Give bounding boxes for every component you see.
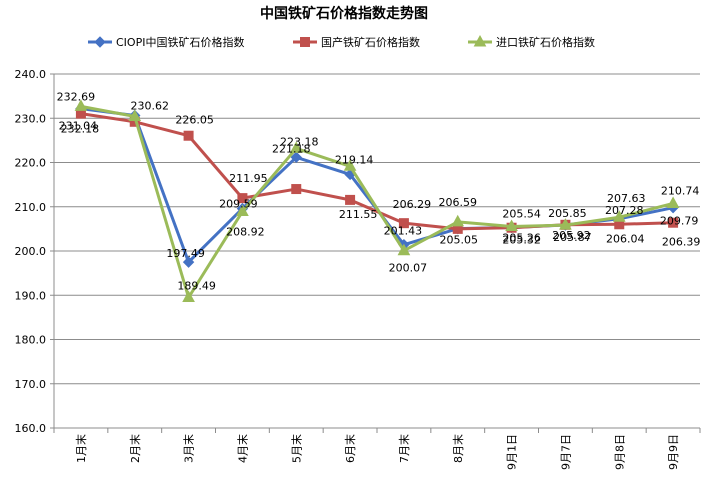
data-label: 201.43 — [384, 225, 423, 238]
x-tick-label: 1月末 — [74, 434, 88, 463]
data-label: 210.74 — [661, 184, 700, 197]
data-label: 232.69 — [57, 90, 96, 103]
data-label: 197.49 — [166, 247, 205, 260]
data-label: 223.18 — [280, 135, 319, 148]
data-point — [300, 37, 310, 47]
data-point — [612, 210, 626, 222]
data-label: 232.18 — [61, 123, 100, 136]
x-tick-label: 7月末 — [397, 434, 411, 463]
y-tick-label: 160.0 — [15, 422, 47, 435]
data-point — [237, 193, 248, 204]
data-label: 211.95 — [229, 172, 268, 185]
data-point — [74, 99, 88, 111]
x-tick-label: 9月7日 — [559, 434, 572, 470]
data-label: 231.04 — [59, 120, 98, 133]
x-tick-label: 4月末 — [235, 434, 249, 463]
data-label: 205.92 — [552, 229, 591, 242]
data-point — [343, 159, 357, 171]
data-point — [94, 36, 106, 48]
data-label: 211.55 — [339, 208, 378, 221]
data-labels-series-3: 232.69 189.49 208.92 223.18 219.14 200.07 206.… — [57, 90, 700, 292]
data-point — [290, 151, 302, 163]
x-tick-label: 6月末 — [343, 434, 357, 463]
data-label: 205.05 — [440, 234, 479, 247]
x-tick-label: 3月末 — [182, 434, 196, 463]
data-label: 206.39 — [662, 236, 701, 249]
x-tick-label: 2月末 — [128, 434, 142, 463]
data-point — [473, 34, 487, 47]
data-label: 205.54 — [502, 207, 541, 220]
legend: CIOPI中国铁矿石价格指数 国产铁矿石价格指数 进口铁矿石价格指数 — [88, 34, 595, 49]
y-tick-label: 190.0 — [15, 289, 47, 302]
y-tick-label: 170.0 — [15, 378, 47, 391]
data-point — [291, 184, 302, 195]
data-point — [182, 256, 195, 268]
data-point — [397, 243, 411, 256]
data-label: 207.28 — [605, 204, 644, 217]
data-point — [398, 218, 409, 229]
data-label: 200.07 — [389, 262, 428, 275]
y-tick-label: 200.0 — [15, 245, 47, 258]
legend-item: 国产铁矿石价格指数 — [293, 35, 420, 49]
legend-item: 进口铁矿石价格指数 — [468, 34, 595, 49]
data-point — [236, 204, 249, 217]
data-point — [289, 141, 303, 153]
data-label: 230.62 — [131, 100, 170, 113]
data-label: 205.87 — [553, 231, 592, 244]
data-label: 206.04 — [606, 232, 645, 245]
legend-label: 国产铁矿石价格指数 — [321, 35, 420, 49]
data-label: 206.59 — [439, 196, 478, 209]
data-label: 206.29 — [393, 198, 432, 211]
data-label: 205.26 — [502, 232, 541, 245]
chart-title: 中国铁矿石价格指数走势图 — [260, 5, 428, 22]
data-label: 221.18 — [272, 142, 311, 155]
data-label: 226.05 — [175, 114, 214, 127]
data-label: 189.49 — [177, 280, 216, 293]
y-axis: 160.0 170.0 180.0 190.0 200.0 210.0 220.0 230.0… — [15, 68, 55, 435]
data-label: 209.79 — [660, 215, 699, 228]
legend-label: 进口铁矿石价格指数 — [496, 35, 595, 49]
data-label: 208.92 — [226, 226, 265, 239]
data-labels-series-1: 232.18 230.62 197.49 209.59 221.18 201.43 205.… — [61, 100, 699, 261]
data-point — [559, 218, 572, 230]
data-point — [182, 290, 195, 303]
data-label: 219.14 — [335, 153, 374, 166]
data-point — [345, 194, 356, 205]
data-point — [183, 130, 194, 141]
x-tick-label: 9月8日 — [613, 434, 626, 470]
y-tick-label: 210.0 — [15, 201, 47, 214]
data-point — [505, 219, 518, 231]
data-label: 207.63 — [607, 192, 646, 205]
y-tick-label: 180.0 — [15, 334, 47, 347]
data-point — [451, 214, 465, 227]
legend-item: CIOPI中国铁矿石价格指数 — [88, 35, 244, 49]
y-tick-label: 230.0 — [15, 112, 47, 125]
data-point — [128, 109, 142, 121]
data-label: 209.59 — [219, 198, 258, 211]
y-tick-label: 220.0 — [15, 157, 47, 170]
x-tick-label: 5月末 — [289, 434, 303, 463]
x-tick-label: 9月9日 — [667, 434, 680, 470]
x-tick-label: 9月1日 — [506, 434, 519, 470]
data-point — [666, 196, 680, 208]
legend-label: CIOPI中国铁矿石价格指数 — [116, 35, 244, 49]
data-label: 205.85 — [548, 207, 587, 220]
data-point — [668, 217, 679, 228]
data-label: 205.32 — [502, 233, 541, 246]
series-line — [80, 104, 674, 300]
plot-area: 232.18 230.62 197.49 209.59 221.18 201.43 205.… — [57, 90, 701, 303]
y-tick-label: 240.0 — [15, 68, 47, 81]
x-axis: 1月末 2月末 3月末 4月末 5月末 6月末 7月末 8月末 9月1日 9月7日 9月8日 9月9日 — [53, 427, 701, 470]
x-tick-label: 8月末 — [451, 434, 465, 463]
series-3 — [74, 99, 680, 303]
